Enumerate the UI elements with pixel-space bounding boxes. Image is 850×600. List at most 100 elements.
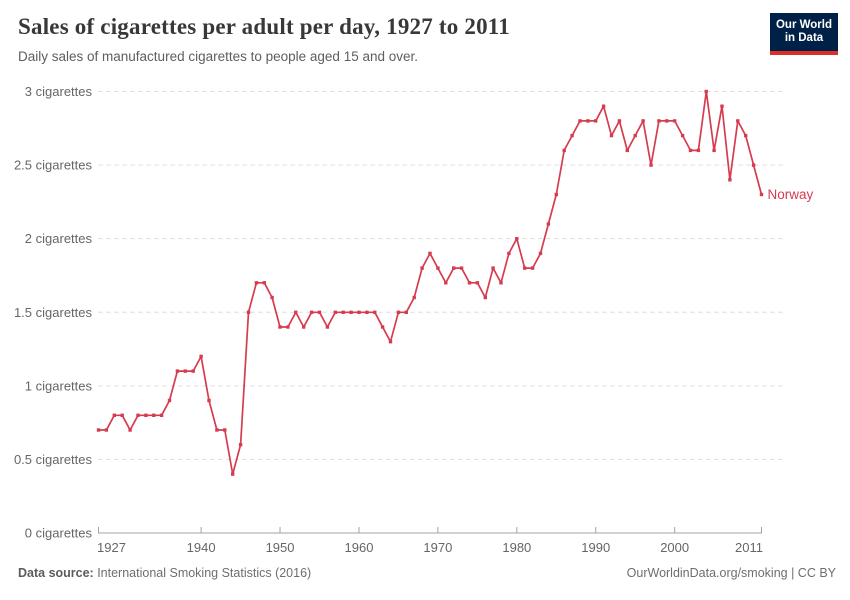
series-line <box>97 90 763 475</box>
data-point-marker <box>459 266 464 270</box>
data-point-marker <box>167 398 172 403</box>
data-point-marker <box>199 354 203 359</box>
y-tick-label: 0 cigarettes <box>25 526 93 541</box>
x-tick-label: 1950 <box>266 540 295 555</box>
data-point-marker <box>554 192 558 197</box>
data-point-marker <box>144 413 148 417</box>
data-point-marker <box>420 266 424 270</box>
data-point-marker <box>183 369 187 373</box>
data-point-marker <box>302 325 306 329</box>
data-point-marker <box>657 119 661 123</box>
chart-header: Sales of cigarettes per adult per day, 1… <box>18 14 760 64</box>
data-point-marker <box>349 310 353 314</box>
data-point-marker <box>712 148 716 153</box>
data-point-marker <box>444 281 448 285</box>
data-point-marker <box>586 119 590 123</box>
data-source-label: Data source: <box>18 566 94 580</box>
data-point-marker <box>159 413 164 417</box>
data-point-marker <box>665 119 669 123</box>
data-point-marker <box>278 325 282 329</box>
data-point-marker <box>191 369 195 373</box>
data-point-marker <box>467 281 472 285</box>
data-point-marker <box>649 163 653 167</box>
x-tick-label: 1927 <box>97 540 126 555</box>
data-point-marker <box>325 325 330 329</box>
data-point-marker <box>475 281 480 285</box>
data-point-marker <box>744 133 748 138</box>
credit-link[interactable]: OurWorldinData.org/smoking | CC BY <box>626 566 836 580</box>
data-point-marker <box>262 281 266 285</box>
data-point-marker <box>396 310 401 314</box>
data-point-marker <box>120 413 124 417</box>
x-tick-label: 2011 <box>735 540 763 555</box>
x-tick-label: 1980 <box>502 540 531 555</box>
data-point-marker <box>317 310 322 314</box>
data-point-marker <box>704 89 708 94</box>
data-point-marker <box>633 133 637 138</box>
y-tick-label: 3 cigarettes <box>25 84 93 99</box>
data-point-marker <box>641 119 645 123</box>
data-point-marker <box>128 428 132 432</box>
page-subtitle: Daily sales of manufactured cigarettes t… <box>18 49 419 64</box>
data-point-marker <box>673 119 677 123</box>
y-tick-label: 0.5 cigarettes <box>14 452 93 467</box>
data-point-marker <box>286 325 290 329</box>
data-point-marker <box>436 266 440 270</box>
data-point-marker <box>254 281 259 285</box>
data-point-marker <box>136 413 140 417</box>
data-point-marker <box>380 325 385 329</box>
data-point-marker <box>333 310 337 314</box>
data-point-marker <box>452 266 456 270</box>
x-tick-label: 1940 <box>187 540 216 555</box>
y-tick-label: 1.5 cigarettes <box>14 305 93 320</box>
data-point-marker <box>231 472 235 476</box>
data-point-marker <box>751 163 756 167</box>
y-tick-label: 1 cigarettes <box>25 378 93 393</box>
data-point-marker <box>207 398 211 403</box>
data-point-marker <box>270 295 274 300</box>
x-tick-label: 1990 <box>581 540 610 555</box>
data-point-marker <box>720 104 724 108</box>
data-point-marker <box>696 148 701 153</box>
data-point-marker <box>152 413 156 417</box>
data-point-marker <box>523 266 527 270</box>
data-point-marker <box>223 428 227 432</box>
x-tick-label: 1970 <box>423 540 452 555</box>
y-tick-label: 2 cigarettes <box>25 231 93 246</box>
data-point-marker <box>688 148 693 153</box>
data-point-marker <box>357 310 361 314</box>
data-point-marker <box>499 281 503 285</box>
data-point-marker <box>507 251 511 256</box>
x-tick-label: 1960 <box>345 540 374 555</box>
x-tick-label: 2000 <box>660 540 689 555</box>
data-point-marker <box>546 222 551 226</box>
data-point-marker <box>96 428 101 432</box>
data-point-marker <box>246 310 251 314</box>
owid-logo-line1: Our World <box>775 19 832 31</box>
data-point-marker <box>625 148 629 153</box>
data-point-marker <box>736 119 740 123</box>
chart-footer: Data source: International Smoking Stati… <box>18 566 836 580</box>
data-point-marker <box>491 266 495 270</box>
data-point-marker <box>388 340 393 344</box>
data-point-marker <box>617 119 622 123</box>
data-point-marker <box>483 295 487 300</box>
data-point-marker <box>680 133 685 138</box>
data-point-marker <box>428 251 432 256</box>
data-point-marker <box>578 119 582 123</box>
data-point-marker <box>309 310 314 314</box>
data-source: Data source: International Smoking Stati… <box>18 566 311 580</box>
data-point-marker <box>728 178 732 182</box>
series-label: Norway <box>768 187 814 202</box>
data-source-text: International Smoking Statistics (2016) <box>93 566 312 580</box>
data-point-marker <box>175 369 180 373</box>
data-point-marker <box>412 295 416 300</box>
data-point-marker <box>238 443 243 447</box>
data-point-marker <box>215 428 219 432</box>
data-point-marker <box>759 192 764 197</box>
owid-logo-line2: in Data <box>784 32 824 44</box>
owid-logo[interactable]: Our World in Data <box>770 13 838 55</box>
data-point-marker <box>294 310 298 314</box>
data-point-marker <box>515 237 519 241</box>
